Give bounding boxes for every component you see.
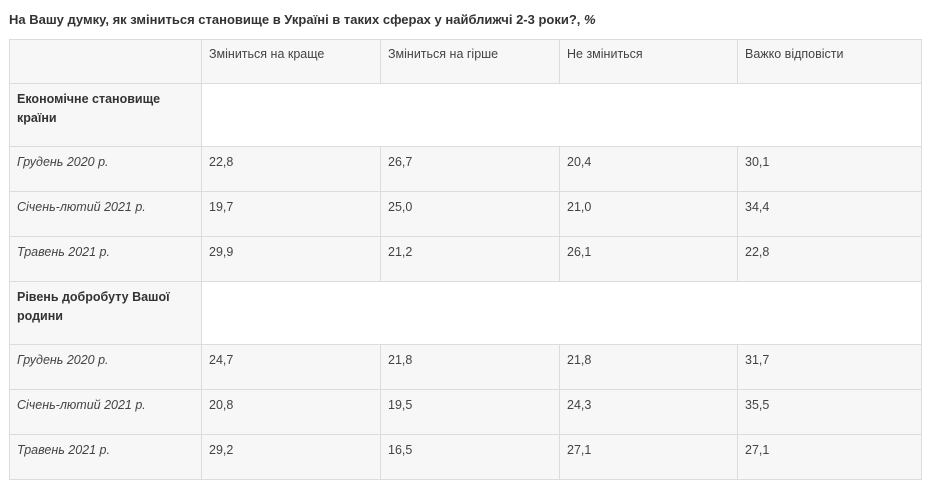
value-cell: 31,7	[737, 344, 922, 390]
table-title-text: На Вашу думку, як зміниться становище в …	[9, 12, 581, 27]
value-cell: 21,0	[559, 191, 738, 237]
value-cell: 30,1	[737, 146, 922, 192]
value-cell: 29,2	[201, 434, 381, 480]
value-cell: 20,4	[559, 146, 738, 192]
value-cell: 25,0	[380, 191, 560, 237]
header-cell-worse: Зміниться на гірше	[380, 39, 560, 84]
section-row-economy: Економічне становище країни	[9, 83, 922, 147]
table-row: Грудень 2020 р. 24,7 21,8 21,8 31,7	[9, 344, 922, 390]
value-cell: 21,2	[380, 236, 560, 282]
period-cell: Травень 2021 р.	[9, 236, 202, 282]
section-label: Економічне становище країни	[9, 83, 202, 147]
value-cell: 19,7	[201, 191, 381, 237]
value-cell: 27,1	[559, 434, 738, 480]
table-row: Травень 2021 р. 29,9 21,2 26,1 22,8	[9, 236, 922, 282]
period-cell: Грудень 2020 р.	[9, 344, 202, 390]
value-cell: 24,3	[559, 389, 738, 435]
section-label: Рівень добробуту Вашої родини	[9, 281, 202, 345]
value-cell: 27,1	[737, 434, 922, 480]
value-cell: 24,7	[201, 344, 381, 390]
period-cell: Травень 2021 р.	[9, 434, 202, 480]
period-cell: Січень-лютий 2021 р.	[9, 191, 202, 237]
header-cell-unchanged: Не зміниться	[559, 39, 738, 84]
survey-table: Зміниться на краще Зміниться на гірше Не…	[9, 39, 922, 480]
period-cell: Грудень 2020 р.	[9, 146, 202, 192]
section-filler	[201, 281, 922, 345]
table-row: Грудень 2020 р. 22,8 26,7 20,4 30,1	[9, 146, 922, 192]
value-cell: 20,8	[201, 389, 381, 435]
value-cell: 22,8	[737, 236, 922, 282]
value-cell: 21,8	[380, 344, 560, 390]
period-cell: Січень-лютий 2021 р.	[9, 389, 202, 435]
value-cell: 26,7	[380, 146, 560, 192]
table-title: На Вашу думку, як зміниться становище в …	[9, 12, 596, 27]
value-cell: 34,4	[737, 191, 922, 237]
section-filler	[201, 83, 922, 147]
table-row: Травень 2021 р. 29,2 16,5 27,1 27,1	[9, 434, 922, 480]
table-row: Січень-лютий 2021 р. 20,8 19,5 24,3 35,5	[9, 389, 922, 435]
header-row: Зміниться на краще Зміниться на гірше Не…	[9, 39, 922, 84]
table-row: Січень-лютий 2021 р. 19,7 25,0 21,0 34,4	[9, 191, 922, 237]
value-cell: 26,1	[559, 236, 738, 282]
value-cell: 29,9	[201, 236, 381, 282]
value-cell: 21,8	[559, 344, 738, 390]
value-cell: 35,5	[737, 389, 922, 435]
table-title-unit: %	[584, 12, 596, 27]
header-cell-empty	[9, 39, 202, 84]
value-cell: 16,5	[380, 434, 560, 480]
value-cell: 22,8	[201, 146, 381, 192]
header-cell-hard-to-say: Важко відповісти	[737, 39, 922, 84]
header-cell-better: Зміниться на краще	[201, 39, 381, 84]
section-row-family-welfare: Рівень добробуту Вашої родини	[9, 281, 922, 345]
value-cell: 19,5	[380, 389, 560, 435]
